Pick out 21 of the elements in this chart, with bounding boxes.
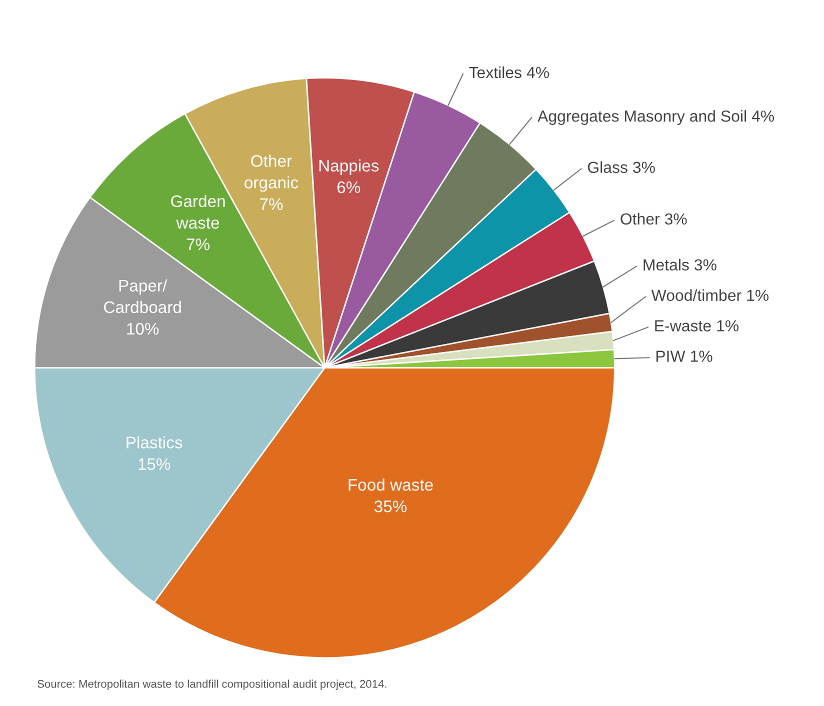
data-label: 10% (127, 322, 159, 335)
slice-label: Plastics (126, 436, 182, 448)
slice-label: PIW 1% (656, 350, 712, 362)
source-note: Source: Metropolitan waste to landfill compositional audit project, 2014. (38, 680, 386, 690)
slice-label: Garden waste (171, 194, 225, 229)
slice-label: Wood/timber 1% (651, 289, 769, 301)
slice-label: Other organic (244, 154, 298, 192)
slice-label: Metals 3% (644, 258, 716, 271)
slice-label: Aggregates Masonry and Soil 4% (538, 110, 774, 125)
slice-label: Food waste (348, 478, 433, 491)
data-label: 35% (374, 500, 407, 512)
category-label: Other 3% (620, 212, 687, 225)
slice-label: E-waste 1% (655, 320, 739, 332)
slice-label: Nappies (319, 159, 379, 175)
data-label: 6% (337, 181, 360, 194)
data-label: 7% (186, 238, 210, 250)
data-label: 15% (138, 458, 170, 470)
slice-label: Paper/Cardboard (104, 279, 181, 314)
slice-label: Glass 3% (588, 161, 655, 174)
data-label: 7% (260, 198, 283, 210)
slice-label: Textiles 4% (469, 66, 549, 78)
